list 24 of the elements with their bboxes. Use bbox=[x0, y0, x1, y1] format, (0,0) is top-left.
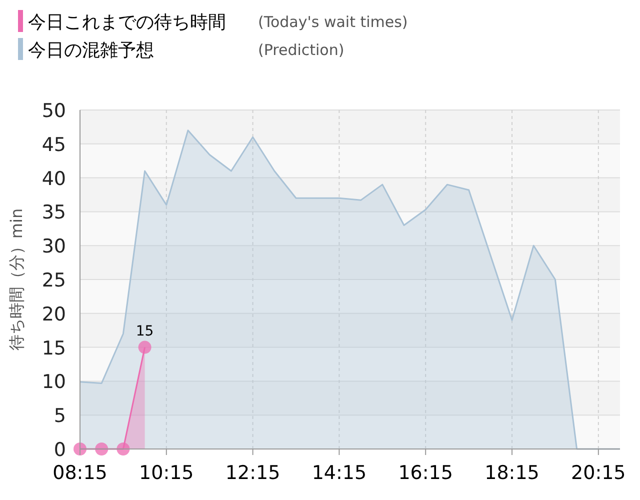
x-tick-label: 12:15 bbox=[225, 462, 280, 484]
legend-label: 今日の混雑予想 bbox=[28, 40, 154, 61]
y-tick-label: 35 bbox=[42, 202, 66, 224]
y-axis-title: 待ち時間（分）min bbox=[7, 208, 26, 351]
y-tick-label: 50 bbox=[42, 100, 66, 122]
x-tick-label: 10:15 bbox=[139, 462, 194, 484]
text: (Prediction) bbox=[258, 41, 344, 59]
y-tick-label: 30 bbox=[42, 236, 66, 258]
y-tick-label: 5 bbox=[54, 405, 66, 428]
y-tick-label: 10 bbox=[42, 371, 66, 394]
x-tick-label: 18:15 bbox=[484, 462, 540, 484]
y-tick-label: 25 bbox=[42, 270, 66, 292]
y-tick-label: 45 bbox=[42, 134, 66, 156]
y-tick-label: 0 bbox=[54, 439, 66, 461]
x-tick-label: 08:15 bbox=[52, 462, 108, 484]
x-tick-label: 14:15 bbox=[312, 462, 367, 484]
x-tick-label: 16:15 bbox=[398, 462, 453, 484]
legend-label: 今日これまでの待ち時間 bbox=[28, 12, 226, 33]
y-tick-label: 15 bbox=[42, 337, 66, 360]
y-tick-label: 20 bbox=[42, 303, 66, 326]
data-label: 15 bbox=[136, 323, 154, 340]
x-tick-label: 20:15 bbox=[571, 462, 626, 484]
y-tick-label: 40 bbox=[42, 168, 66, 190]
text: (Today's wait times) bbox=[258, 13, 408, 31]
